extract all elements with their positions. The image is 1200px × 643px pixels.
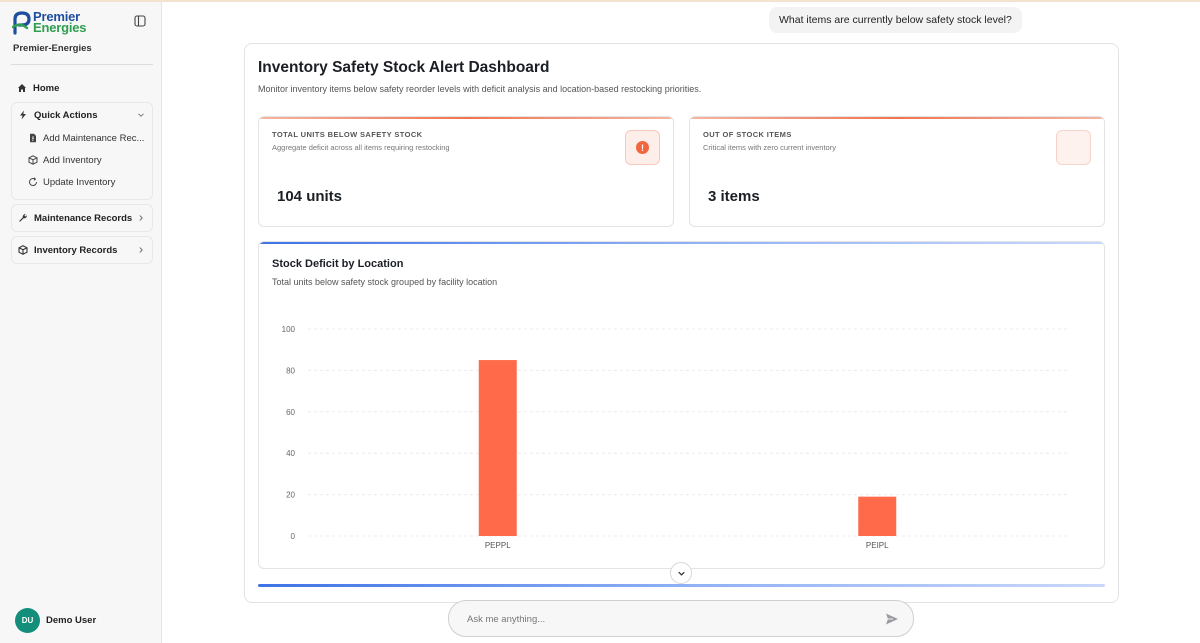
y-tick-label: 0 [291,532,296,541]
stock-deficit-chart-card: Stock Deficit by Location Total units be… [258,241,1105,569]
quick-action-label: Add Inventory [43,154,102,166]
package-icon [28,155,38,165]
stat-accent-bar [259,117,673,119]
chat-input[interactable] [467,610,867,628]
top-accent-strip [0,0,1200,2]
brand-mark-icon [12,11,31,35]
dashboard-subtitle: Monitor inventory items below safety reo… [258,84,702,94]
quick-action-label: Add Maintenance Rec... [43,132,145,144]
user-chat-message: What items are currently below safety st… [769,7,1022,33]
next-card-accent-bar [258,584,1105,587]
organization-name: Premier-Energies [13,43,92,54]
chevron-down-icon [138,113,144,117]
user-profile[interactable]: DU Demo User [15,608,96,633]
sidebar-nav: Home Quick Actions Add Maintenance Rec..… [11,76,153,264]
y-tick-label: 100 [282,325,296,334]
quick-action-add-maintenance-record[interactable]: Add Maintenance Rec... [12,127,152,149]
bar-peipl [858,496,897,536]
sidebar: Premier Energies Premier-Energies Home Q… [0,2,162,643]
sidebar-item-label: Maintenance Records [34,212,133,224]
chevron-down-icon [677,571,685,576]
package-icon [18,245,28,255]
x-tick-label: PEPPL [485,541,511,550]
lightning-icon [20,110,26,120]
dashboard-title: Inventory Safety Stock Alert Dashboard [258,59,550,76]
sidebar-item-inventory-records[interactable]: Inventory Records [12,237,152,263]
quick-action-update-inventory[interactable]: Update Inventory [12,171,152,193]
quick-action-label: Update Inventory [43,176,116,188]
stat-accent-bar [690,117,1104,119]
quick-actions-group: Quick Actions Add Maintenance Rec... Add… [11,102,153,200]
wrench-icon [19,214,27,222]
sidebar-item-label: Inventory Records [34,244,118,256]
stat-label: OUT OF STOCK ITEMS [703,130,792,139]
home-icon [18,84,26,92]
maintenance-records-group: Maintenance Records [11,204,153,232]
stat-description: Aggregate deficit across all items requi… [272,143,450,152]
inventory-records-group: Inventory Records [11,236,153,264]
chart-title: Stock Deficit by Location [272,258,404,270]
chart-subtitle: Total units below safety stock grouped b… [272,277,498,287]
dashboard-card: Inventory Safety Stock Alert Dashboard M… [244,43,1119,603]
stat-card-out-of-stock: OUT OF STOCK ITEMS Critical items with z… [689,116,1105,227]
stat-icon-badge: ! [625,130,660,165]
chevron-right-icon [139,247,143,253]
quick-action-add-inventory[interactable]: Add Inventory [12,149,152,171]
send-icon[interactable] [885,612,899,626]
sidebar-item-label: Quick Actions [34,109,98,121]
stat-value: 3 items [708,188,760,205]
sidebar-item-label: Home [33,82,60,94]
stat-description: Critical items with zero current invento… [703,143,836,152]
sidebar-divider [11,64,153,65]
stat-label: TOTAL UNITS BELOW SAFETY STOCK [272,130,423,139]
bar-chart: 0 20 40 60 80 100 PEPPL PEIPL [282,325,1067,550]
group-spacer [12,193,152,199]
brand-name-line1: Premier [33,9,81,24]
y-tick-label: 60 [286,408,295,417]
sidebar-item-home[interactable]: Home [11,76,153,100]
chart-accent-bar [259,242,1104,244]
chat-input-box [448,600,914,637]
y-tick-label: 40 [286,449,295,458]
bar-peppl [478,360,517,536]
refresh-icon [29,177,37,186]
stat-value: 104 units [277,188,343,205]
x-tick-label: PEIPL [866,541,889,550]
alert-icon: ! [636,141,649,154]
sidebar-toggle-icon[interactable] [134,15,146,27]
y-tick-label: 80 [286,366,295,375]
user-name: Demo User [46,615,97,626]
brand-logo[interactable]: Premier Energies [12,10,102,36]
avatar: DU [15,608,40,633]
sidebar-item-quick-actions[interactable]: Quick Actions [12,103,152,127]
document-add-icon [30,133,36,143]
y-tick-label: 20 [286,491,295,500]
brand-name-line2: Energies [33,20,87,35]
chevron-right-icon [139,215,143,221]
stat-icon-badge [1056,130,1091,165]
scroll-down-button[interactable] [670,562,692,584]
sidebar-item-maintenance-records[interactable]: Maintenance Records [12,205,152,231]
stat-card-units-below-safety: TOTAL UNITS BELOW SAFETY STOCK Aggregate… [258,116,674,227]
